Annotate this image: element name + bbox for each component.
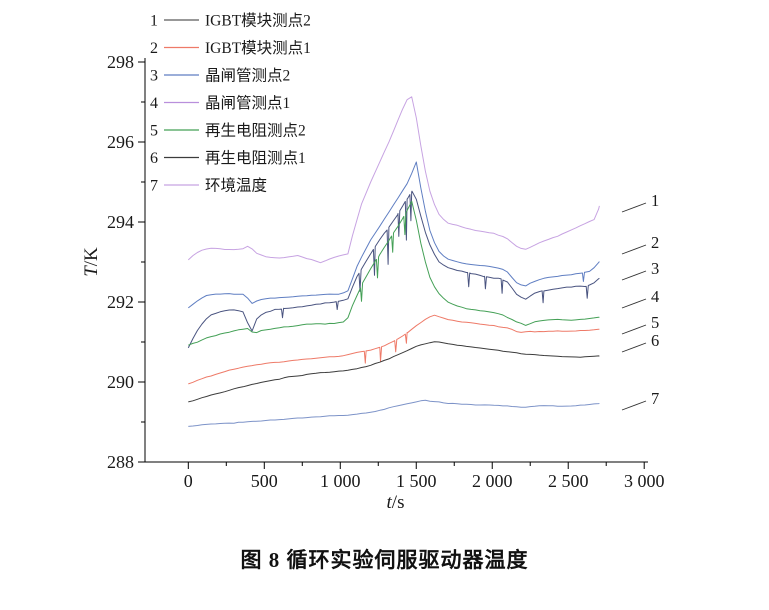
legend-item: 2 IGBT模块测点1 <box>150 39 311 57</box>
legend: 1 IGBT模块测点2 2 IGBT模块测点1 3 晶闸管测点2 4 晶闸管测点1 5 再生电阻测… <box>150 12 311 195</box>
legend-item: 3 晶闸管测点2 <box>150 67 290 85</box>
legend-label: 环境温度 <box>205 176 267 195</box>
temperature-line-chart: 288 290 292 294 296 298 0 500 1 000 1 500 2 000 2 5… <box>81 12 665 514</box>
legend-item: 1 IGBT模块测点2 <box>150 12 311 30</box>
curve-number-labels: 1 2 3 4 56 7 <box>621 191 659 411</box>
figure-caption: 图 8 循环实验伺服驱动器温度 <box>240 548 529 572</box>
x-tick-label: 1 000 <box>320 471 361 491</box>
y-tick-label: 298 <box>107 52 134 72</box>
y-tick-label: 296 <box>107 132 134 152</box>
y-tick-label: 294 <box>107 212 134 232</box>
x-tick-label: 0 <box>184 471 193 491</box>
curve-7 <box>188 399 600 427</box>
legend-item: 5 再生电阻测点2 <box>150 122 306 140</box>
x-tick-label: 2 500 <box>548 471 589 491</box>
curve-5 <box>188 314 600 385</box>
x-axis-title: t/s <box>387 492 405 513</box>
legend-number: 1 <box>150 13 158 30</box>
y-tick-label: 288 <box>107 452 134 472</box>
curve-number-label: 4 <box>621 287 659 309</box>
curve-6 <box>188 341 600 403</box>
legend-item: 7 环境温度 <box>150 176 267 195</box>
legend-number: 7 <box>150 178 158 195</box>
x-tick-label: 2 000 <box>472 471 513 491</box>
x-tick-label: 1 500 <box>396 471 437 491</box>
curve-number-label: 2 <box>621 233 659 255</box>
curve-number: 6 <box>651 331 659 350</box>
legend-item: 4 晶闸管测点1 <box>150 94 290 112</box>
x-tick-label: 3 000 <box>624 471 665 491</box>
y-axis: 288 290 292 294 296 298 <box>107 52 145 472</box>
legend-number: 4 <box>150 95 158 112</box>
curve-number-label: 1 <box>621 191 659 213</box>
legend-label: 晶闸管测点2 <box>205 67 290 85</box>
legend-number: 2 <box>150 40 158 57</box>
axes <box>144 58 648 463</box>
curve-number-label: 7 <box>621 389 659 411</box>
curve-2 <box>187 161 600 309</box>
curve-1 <box>187 96 600 264</box>
legend-item: 6 再生电阻测点1 <box>150 149 306 167</box>
x-tick-label: 500 <box>251 471 278 491</box>
curve-number-label: 6 <box>621 331 659 353</box>
legend-label: IGBT模块测点1 <box>205 39 311 57</box>
y-tick-label: 292 <box>107 292 134 312</box>
curve-number: 7 <box>651 389 659 408</box>
curve-number: 2 <box>651 233 659 252</box>
curve-number-label: 3 <box>621 259 659 281</box>
legend-label: 晶闸管测点1 <box>205 94 290 112</box>
y-tick-label: 290 <box>107 372 134 392</box>
legend-number: 6 <box>150 150 158 167</box>
legend-label: 再生电阻测点2 <box>205 122 306 140</box>
x-axis: 0 500 1 000 1 500 2 000 2 500 3 000 <box>184 462 665 491</box>
legend-label: 再生电阻测点1 <box>205 149 306 167</box>
curve-4 <box>188 200 600 346</box>
curve-number: 4 <box>651 287 659 306</box>
legend-label: IGBT模块测点2 <box>205 12 311 30</box>
curve-number: 5 <box>651 313 659 332</box>
curve-number: 3 <box>651 259 659 278</box>
y-axis-title: T/K <box>81 247 102 277</box>
curve-3 <box>187 190 600 349</box>
curve-number-label: 5 <box>621 313 659 335</box>
curve-number: 1 <box>651 191 659 210</box>
legend-number: 3 <box>150 68 158 85</box>
legend-number: 5 <box>150 123 158 140</box>
